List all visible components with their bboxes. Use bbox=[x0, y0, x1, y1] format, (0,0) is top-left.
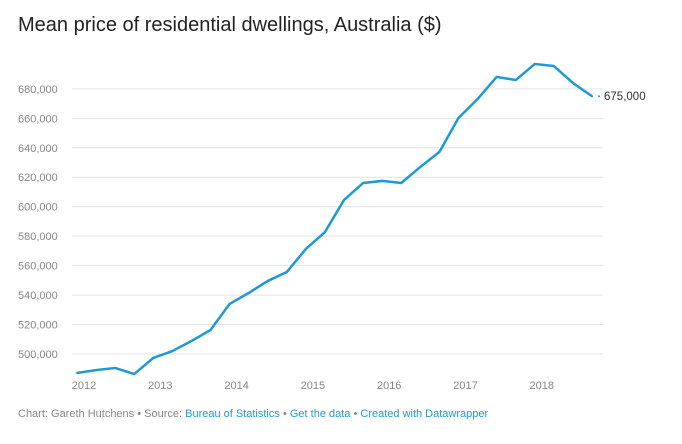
data-point bbox=[552, 65, 555, 68]
data-point bbox=[476, 98, 479, 101]
data-point bbox=[571, 81, 574, 84]
end-value-label: 675,000 bbox=[604, 91, 646, 103]
series-line bbox=[76, 62, 593, 376]
data-point bbox=[400, 181, 403, 184]
data-point bbox=[266, 279, 269, 282]
data-point bbox=[419, 165, 422, 168]
data-point bbox=[343, 198, 346, 201]
data-point bbox=[304, 247, 307, 250]
credit-text: Chart: Gareth Hutchens • Source: bbox=[18, 408, 186, 420]
y-tick-label: 500,000 bbox=[18, 349, 58, 361]
data-point bbox=[171, 350, 174, 353]
x-tick-label: 2016 bbox=[377, 380, 401, 392]
y-tick-label: 660,000 bbox=[18, 113, 58, 125]
y-tick-label: 540,000 bbox=[18, 290, 58, 302]
chart-title: Mean price of residential dwellings, Aus… bbox=[18, 14, 442, 36]
data-point bbox=[95, 369, 98, 372]
data-point bbox=[285, 270, 288, 273]
x-tick-label: 2017 bbox=[453, 380, 477, 392]
data-point bbox=[362, 181, 365, 184]
data-point bbox=[114, 366, 117, 369]
separator: • bbox=[350, 408, 361, 420]
datawrapper-link[interactable]: Created with Datawrapper bbox=[360, 408, 489, 420]
data-point bbox=[533, 62, 536, 65]
data-point bbox=[323, 231, 326, 234]
data-point bbox=[438, 150, 441, 153]
x-tick-label: 2015 bbox=[301, 380, 325, 392]
data-point bbox=[76, 372, 78, 375]
y-tick-label: 680,000 bbox=[18, 84, 58, 96]
data-point bbox=[457, 117, 460, 120]
y-tick-label: 520,000 bbox=[18, 320, 58, 332]
data-point bbox=[591, 95, 594, 98]
y-tick-label: 580,000 bbox=[18, 231, 58, 243]
data-point bbox=[190, 340, 193, 343]
chart-footer: Chart: Gareth Hutchens • Source: Bureau … bbox=[18, 408, 488, 420]
x-tick-label: 2012 bbox=[72, 380, 96, 392]
data-point bbox=[133, 373, 136, 376]
end-label-dot bbox=[598, 95, 601, 98]
data-point bbox=[381, 179, 384, 182]
data-point bbox=[247, 292, 250, 295]
x-tick-label: 2014 bbox=[224, 380, 248, 392]
y-tick-label: 640,000 bbox=[18, 143, 58, 155]
line-chart: 500,000 520,000 540,000 560,000 580,000 600,0… bbox=[18, 62, 646, 392]
y-tick-label: 620,000 bbox=[18, 172, 58, 184]
source-link[interactable]: Bureau of Statistics bbox=[185, 408, 280, 420]
data-point bbox=[495, 75, 498, 78]
y-tick-label: 600,000 bbox=[18, 202, 58, 214]
x-tick-label: 2013 bbox=[148, 380, 172, 392]
data-point bbox=[514, 79, 517, 82]
separator: • bbox=[279, 408, 290, 420]
x-tick-label: 2018 bbox=[530, 380, 554, 392]
data-point bbox=[228, 302, 231, 305]
data-point bbox=[209, 328, 212, 331]
get-data-link[interactable]: Get the data bbox=[289, 408, 351, 420]
data-point bbox=[152, 356, 155, 359]
y-tick-label: 560,000 bbox=[18, 261, 58, 273]
